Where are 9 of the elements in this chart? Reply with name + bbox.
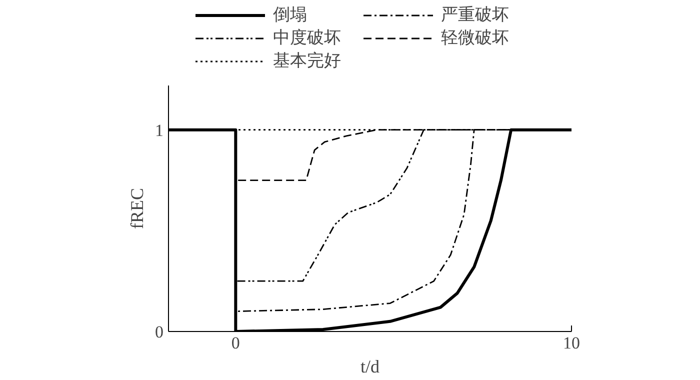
legend-label: 轻微破坏: [441, 27, 510, 49]
legend-label: 基本完好: [273, 50, 342, 72]
legend-label: 倒塌: [273, 4, 308, 26]
y-tick-label: 1: [155, 120, 164, 140]
x-axis-title: t/d: [360, 356, 380, 376]
x-tick-label: 10: [563, 334, 580, 352]
y-axis-title: fREC: [127, 188, 147, 229]
legend-label: 严重破坏: [441, 4, 510, 26]
legend-label: 中度破坏: [273, 27, 342, 49]
